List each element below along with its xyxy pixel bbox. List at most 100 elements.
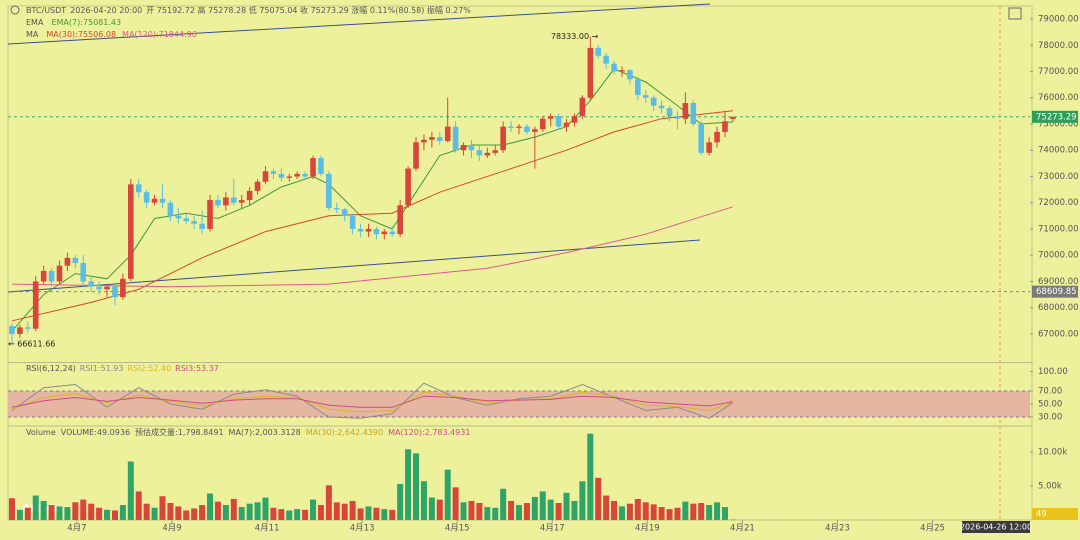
volume-bar [674,507,681,520]
legend-entry: MA(120):2,783.4931 [388,428,470,437]
volume-bar [80,499,87,520]
candle-body [666,108,673,117]
y-tick-label: 10.00k [1038,448,1067,458]
quote: 开 75192.72 高 75278.28 低 75075.04 收 75273… [146,5,471,15]
candle-body [468,144,475,151]
time: 2026-04-20 20:00 [70,6,142,15]
candle-body [96,286,102,290]
candle-body [658,105,665,109]
price-label-box [1032,285,1078,298]
candle-body [429,137,435,140]
candle-body [286,176,293,178]
y-tick-label: 74000.00 [1038,146,1079,156]
volume-bar [642,502,649,520]
y-tick-label: 30.00 [1038,412,1062,422]
x-tick-label: 4月25 [920,524,945,534]
candle-body [492,150,499,153]
collapse-icon[interactable] [10,5,20,15]
volume-bar [230,498,237,520]
volume-bar [294,509,301,520]
current-volume-label: 49 [1036,510,1047,520]
volume-bar [539,491,546,520]
volume-bar [603,495,610,520]
trend-line [7,239,701,293]
volume-bar [88,503,95,520]
candle-body [56,265,63,282]
x-tick-label: 4月17 [540,524,565,534]
candle-body [690,102,697,124]
crosshair-time-box [962,521,1030,533]
y-tick-label: 5.00k [1038,482,1062,492]
candle-body [294,173,300,177]
indicator-line [11,110,733,322]
candle-body [143,192,150,203]
candle-body [199,223,205,229]
volume-bar [159,496,166,520]
y-tick-label: 75000.00 [1038,119,1079,129]
volume-bar [317,505,324,520]
candle-body [436,137,443,142]
volume-bar [626,503,633,520]
y-tick-label: 70.00 [1038,386,1062,396]
volume-bar [246,503,253,520]
volume-bar [618,506,625,520]
candle-body [730,116,736,119]
volume-bar [254,502,261,520]
candle-body [484,152,491,156]
candle-body [444,126,451,142]
legend-entry: MA(30):75506.08 [46,30,116,39]
volume-bar [721,507,728,520]
volume-bar [72,502,79,520]
volume-bar [682,501,689,520]
ema-legend: EMA EMA(7):75081.43 [26,18,121,27]
candle-body [476,150,483,156]
legend-entry: MA(30):2,642.4390 [306,428,383,437]
expand-icon[interactable] [1008,7,1022,20]
volume-bar [64,507,71,520]
volume-bar [341,503,348,520]
candle-body [421,139,427,143]
candle-body [64,257,71,266]
volume-bar [547,499,554,520]
volume-bar [706,505,713,520]
x-tick-label: 4月7 [67,524,86,534]
legend-entry: MA(7):2,003.3128 [229,428,301,437]
candle-body [167,202,174,216]
volume-bar [397,483,404,520]
volume-bar [595,477,602,520]
legend-entry: RSI3:53.37 [175,364,219,373]
volume-bar [698,503,705,520]
volume-bar [191,508,198,520]
extreme-label: 78333.00 → [551,32,599,41]
candle-body [72,257,79,264]
candle-body [722,121,728,132]
volume-bar [444,469,451,520]
legend-entry: MA(120):71844.96 [122,30,197,39]
volume-bar [183,510,190,520]
volume-legend: Volume VOLUME:49.0936 预估成交量:1,798.8491 MA(7… [26,427,470,437]
y-tick-label: 69000.00 [1038,277,1079,287]
volume-bar [650,504,657,520]
volume-bar [389,509,396,520]
volume-bar [349,500,356,520]
candle-body [270,171,277,174]
volume-bar [222,505,229,520]
rsi-legend: RSI(6,12,24) RSI1:51.93 RSI2:52.40 RSI3:53.… [26,364,219,373]
candle-body [135,184,142,193]
volume-bar [381,509,388,520]
candle-body [223,197,229,206]
volume-bar [111,510,118,520]
candle-body [112,286,118,298]
volume-bar [500,488,507,520]
y-tick-label: 50.00 [1038,399,1062,409]
volume-bar [119,505,126,520]
volume-bar [405,449,412,520]
volume-bar [262,497,269,520]
candle-body [460,144,467,151]
plot-frame [7,5,1033,521]
legend-entry: VOLUME:49.0936 [61,428,130,437]
candle-body [706,142,712,153]
panel-title: RSI(6,12,24) [26,364,76,373]
y-tick-label: 100.00 [1038,367,1068,377]
volume-bar [555,503,562,520]
